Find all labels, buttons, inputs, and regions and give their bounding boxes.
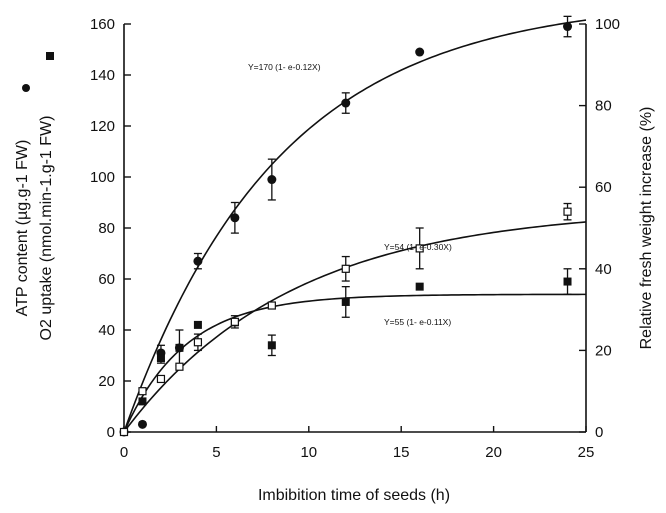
y-right-tick-label: 80: [595, 98, 612, 115]
tick-labels-group: 0 5 10 15 20 25020406080100120140160020406080…: [90, 16, 620, 461]
data-point-o2: [138, 397, 147, 406]
data-point-atp: [267, 175, 277, 185]
data-point-fresh_weight: [341, 264, 350, 273]
fit-label-o2: Y=55 (1- e-0.11X): [384, 317, 451, 327]
error-bars-group: [156, 15, 572, 367]
y-right-tick-label: 40: [595, 261, 612, 278]
y-left-tick-label: 140: [90, 67, 115, 84]
y-right-tick-label: 100: [595, 16, 620, 33]
y-left-tick-label: 160: [90, 16, 115, 33]
y-left-tick-label: 0: [107, 424, 115, 441]
y-axis-right-title: Relative fresh weight increase (%): [638, 107, 655, 350]
y-right-tick-label: 20: [595, 342, 612, 359]
data-point-o2: [341, 297, 350, 306]
y-axis-left-title-line1: ATP content (µg.g-1 FW): [14, 140, 31, 317]
x-tick-label: 10: [300, 444, 317, 461]
data-point-fresh_weight: [267, 301, 276, 310]
data-point-fresh_weight: [119, 427, 129, 437]
legend-marker-atp: [22, 84, 30, 92]
fit-label-atp: Y=170 (1- e-0.12X): [248, 62, 321, 72]
data-point-fresh_weight: [563, 207, 572, 216]
y-left-tick-label: 120: [90, 118, 115, 135]
fit-curves-group: [123, 19, 587, 433]
y-left-tick-label: 20: [98, 373, 115, 390]
data-point-atp: [193, 256, 203, 266]
data-point-fresh_weight: [193, 338, 203, 347]
data-point-fresh_weight: [415, 244, 424, 253]
x-tick-label: 20: [485, 444, 502, 461]
x-tick-label: 15: [393, 444, 410, 461]
data-point-o2: [267, 341, 276, 350]
data-point-atp: [341, 98, 351, 108]
y-left-tick-label: 60: [98, 271, 115, 288]
y-left-tick-label: 40: [98, 322, 115, 339]
data-point-o2: [415, 282, 424, 291]
data-point-fresh_weight: [230, 317, 239, 326]
x-axis-title: Imbibition time of seeds (h): [258, 487, 450, 504]
x-tick-label: 5: [212, 444, 220, 461]
x-tick-label: 25: [578, 444, 595, 461]
fit-label-fresh-weight: Y=54 (1- e-0.30X): [384, 242, 452, 252]
data-point-fresh_weight: [138, 387, 147, 396]
x-tick-label: 0: [120, 444, 128, 461]
data-point-o2: [156, 354, 165, 363]
y-axis-left-title-line2: O2 uptake (nmol.min-1.g-1 FW): [38, 116, 55, 341]
data-point-fresh_weight: [156, 374, 166, 384]
data-point-o2: [175, 343, 184, 352]
ticks-group: [123, 23, 587, 433]
data-point-fresh_weight: [175, 362, 184, 371]
y-right-tick-label: 0: [595, 424, 603, 441]
data-point-atp: [137, 419, 147, 429]
data-point-atp: [230, 213, 240, 223]
y-left-tick-label: 100: [90, 169, 115, 186]
fit-curve-atp: [123, 19, 587, 433]
y-right-tick-label: 60: [595, 179, 612, 196]
data-point-atp: [415, 47, 425, 57]
data-point-atp: [563, 22, 573, 32]
markers-group: [119, 22, 573, 437]
data-point-o2: [193, 320, 202, 329]
legend-marker-o2: [46, 52, 54, 60]
data-point-o2: [563, 277, 572, 286]
fit-curve-o2: [123, 293, 586, 433]
fit-curve-fresh_weight: [123, 221, 587, 433]
y-left-tick-label: 80: [98, 220, 115, 237]
